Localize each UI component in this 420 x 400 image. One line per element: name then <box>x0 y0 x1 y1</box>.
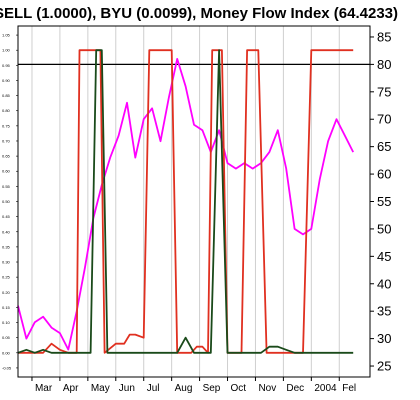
left-axis-tick-label: 0.40 <box>2 229 11 234</box>
left-axis-tick-label: 0.05 <box>2 335 11 340</box>
x-axis-tick-label: Sep <box>203 383 221 394</box>
grid-layer <box>18 26 370 377</box>
x-axis-tick-label: Jun <box>119 383 135 394</box>
left-axis-tick-label: 0.80 <box>2 108 11 113</box>
right-axis-tick-label: 25 <box>377 359 391 374</box>
left-axis-tick-label: 0.95 <box>2 63 11 68</box>
right-axis-tick-label: 50 <box>377 221 391 236</box>
left-axis-tick-label: 0.90 <box>2 78 11 83</box>
x-axis-tick-label: Apr <box>63 383 79 394</box>
chart-title: SELL (1.0000), BYU (0.0099), Money Flow … <box>0 5 398 22</box>
right-axis-tick-label: 55 <box>377 194 391 209</box>
left-axis-tick-label: -0.05 <box>2 365 12 370</box>
left-axis-tick-label: 0.25 <box>2 275 11 280</box>
x-axis-tick-label: Oct <box>231 383 247 394</box>
series-layer <box>17 49 355 354</box>
x-axis-tick-label: Jul <box>147 383 160 394</box>
left-axis-tick-label: 0.70 <box>2 138 11 143</box>
right-axis-tick-label: 35 <box>377 304 391 319</box>
left-axis-tick-label: 0.45 <box>2 214 11 219</box>
left-axis-tick-label: 0.10 <box>2 320 11 325</box>
right-axis-tick-label: 60 <box>377 167 391 182</box>
right-axis-tick-label: 30 <box>377 331 391 346</box>
x-axis-tick-label: Nov <box>258 383 276 394</box>
x-axis-tick-label: May <box>91 383 110 394</box>
x-axis-tick-label: 2004 <box>314 383 337 394</box>
sell-series-line <box>18 49 354 354</box>
right-axis-tick-label: 80 <box>377 57 391 72</box>
right-axis-tick-label: 40 <box>377 276 391 291</box>
x-axis-tick-label: Dec <box>286 383 304 394</box>
left-axis-tick-label: 0.55 <box>2 184 11 189</box>
x-axis-tick-label: Fel <box>342 383 356 394</box>
left-axis-tick-label: 0.75 <box>2 123 11 128</box>
left-axis-tick-label: 0.15 <box>2 305 11 310</box>
left-axis-tick-label: 0.50 <box>2 199 11 204</box>
byu-series-line <box>17 49 354 354</box>
right-axis-tick-label: 70 <box>377 112 391 127</box>
left-axis-tick-label: 0.65 <box>2 154 11 159</box>
left-axis-tick-label: 1.05 <box>2 33 11 38</box>
right-axis-tick-label: 85 <box>377 29 391 44</box>
left-axis-tick-label: 0.00 <box>2 350 11 355</box>
left-axis-tick-label: 0.35 <box>2 244 11 249</box>
left-axis-tick-label: 0.30 <box>2 260 11 265</box>
left-axis-tick-label: 0.60 <box>2 169 11 174</box>
left-axis-tick-label: 0.85 <box>2 93 11 98</box>
right-axis-tick-label: 75 <box>377 84 391 99</box>
x-axis-tick-label: Aug <box>175 383 193 394</box>
right-axis-tick-label: 65 <box>377 139 391 154</box>
axis-layer: 85 80 75 70 65 60 55 50 45 40 35 30 25 1.05 1.00 0.95 0.… <box>2 25 391 394</box>
money-flow-index-series-line <box>17 58 355 351</box>
x-axis-tick-label: Mar <box>35 383 53 394</box>
left-axis-tick-label: 0.20 <box>2 290 11 295</box>
right-axis-tick-label: 45 <box>377 249 391 264</box>
left-axis-tick-label: 1.00 <box>2 48 11 53</box>
